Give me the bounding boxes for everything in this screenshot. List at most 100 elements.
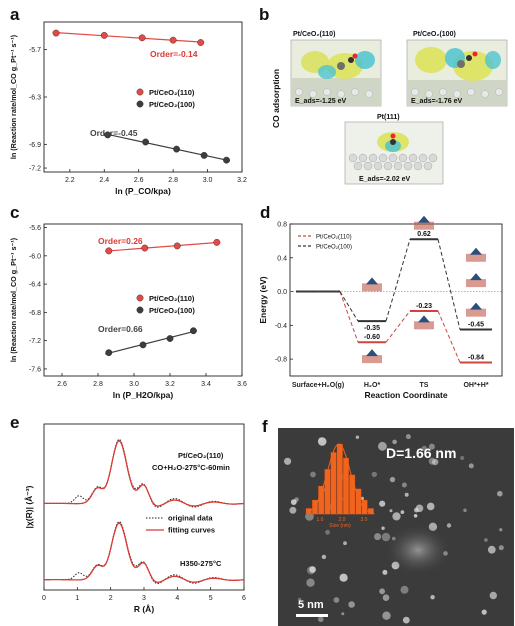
- pt-particle-spot: [360, 496, 364, 501]
- histogram-bar: [349, 474, 356, 515]
- original-data-curve-top: [44, 438, 245, 508]
- pt-cluster: [366, 349, 378, 357]
- pt-particle-spot: [430, 595, 435, 600]
- x-tick-label: 3.0: [129, 381, 139, 388]
- pt-particle-spot: [421, 445, 427, 452]
- structure-pt-ceo2-110: Pt/CeO₂(110) E_ads=-1.25 eV: [290, 31, 382, 107]
- histogram-bar: [336, 443, 343, 515]
- histogram-tick-label: 1.0: [317, 517, 324, 523]
- pt-particle-spot: [389, 476, 396, 483]
- surface-dot: [327, 290, 329, 293]
- pt-particle-spot: [343, 541, 347, 546]
- legend-marker: [136, 88, 144, 96]
- pt-particle-spot: [317, 437, 327, 446]
- x-axis-label: ln (P_H2O/kpa): [113, 390, 174, 400]
- y-tick-label: 0.0: [277, 289, 287, 296]
- histogram-bar: [343, 457, 349, 515]
- data-point: [169, 36, 177, 44]
- pt-particle-spot: [489, 591, 497, 600]
- pt-particle-spot: [404, 492, 409, 497]
- y-tick-label: -7.6: [29, 366, 41, 373]
- pt-particle-spot: [468, 463, 474, 469]
- surface-dot: [304, 290, 307, 293]
- pt-cluster: [366, 277, 378, 285]
- pt-particle-spot: [392, 439, 397, 445]
- structure-1-energy: E_ads=-1.25 eV: [295, 98, 347, 105]
- pt-particle-spot: [325, 529, 330, 535]
- pt-particle-spot: [428, 457, 436, 465]
- data-point: [139, 341, 147, 349]
- scale-bar-label: 5 nm: [298, 599, 324, 611]
- data-point: [141, 244, 149, 252]
- panel-b-structures: b CO adsorption Pt/CeO₂(110) E_ads=-1.25…: [259, 5, 508, 185]
- surface-dot: [310, 290, 313, 293]
- data-point: [52, 29, 60, 37]
- legend-label: Pt/CeO₂(100): [316, 245, 352, 251]
- data-point: [223, 156, 230, 164]
- y-tick-label: -6.9: [29, 142, 41, 149]
- y-tick-label: -7.2: [29, 166, 41, 173]
- legend-label: Pt/CeO₂(110): [149, 294, 195, 303]
- structure-pt-111: Pt(111) E_ads=-2.02 eV: [344, 114, 444, 185]
- adsorbate-cluster-icon: [466, 247, 486, 262]
- energy-connector: [339, 291, 359, 322]
- energy-connector: [437, 239, 461, 330]
- pt-particle-spot: [389, 509, 393, 513]
- pt-particle-spot: [460, 456, 465, 460]
- order-annotation: Order=-0.14: [150, 49, 198, 59]
- y-tick-label: -0.4: [275, 323, 287, 330]
- x-tick-label: 3.2: [237, 177, 247, 184]
- pt-particle-spot: [498, 545, 504, 551]
- panel-f: f 1.0 2.0 3.0 Size (nm) D=1.66 nm 5 nm: [258, 410, 515, 626]
- y-tick-label: -5.6: [29, 225, 41, 232]
- y-tick-label: -7.2: [29, 338, 41, 345]
- particle-size-label: D=1.66 nm: [386, 445, 456, 461]
- pt-particle-spot: [415, 504, 424, 513]
- structure-2-title: Pt/CeO₂(100): [413, 31, 456, 38]
- support-slab: [466, 308, 486, 317]
- size-histogram: 1.0 2.0 3.0 Size (nm): [305, 443, 375, 529]
- x-tick-label: 0: [42, 595, 46, 602]
- legend-label-original: original data: [168, 514, 213, 523]
- panel-a-chart: a 2.2 2.4 2.6 2.8 3.0 3.2 -5.7 -6.3 -6.9 -7.2 ln (…: [9, 5, 247, 196]
- data-point: [142, 138, 149, 146]
- bright-region: [384, 524, 452, 576]
- pt-cluster: [418, 315, 430, 323]
- x-tick-label: 2.8: [168, 177, 178, 184]
- adsorbate-cluster-icon: [362, 277, 382, 292]
- surface-dot: [318, 290, 321, 293]
- adsorbate-cluster-icon: [414, 215, 434, 230]
- fitting-curve-top: [44, 439, 245, 507]
- histogram-tick-label: 3.0: [361, 517, 368, 523]
- adsorbate-cluster-icon: [466, 302, 486, 317]
- fit-line: [104, 133, 231, 162]
- pt-particle-spot: [318, 616, 324, 623]
- pt-particle-spot: [487, 545, 496, 554]
- legend-marker: [136, 100, 144, 108]
- adsorbate-cluster-icon: [362, 349, 382, 364]
- pt-particle-spot: [339, 573, 348, 582]
- x-tick-label: 2.6: [134, 177, 144, 184]
- y-tick-label: -6.0: [29, 253, 41, 260]
- x-category-label: H₂O*: [364, 382, 381, 389]
- data-point: [105, 349, 113, 357]
- data-point: [138, 34, 146, 42]
- x-tick-label: 2.2: [65, 177, 75, 184]
- original-data-curve-bottom: [44, 520, 245, 585]
- x-tick-label: 3: [142, 595, 146, 602]
- legend-label: Pt/CeO₂(100): [149, 306, 195, 315]
- histogram-tick-label: 2.0: [339, 517, 346, 523]
- y-tick-label: -5.7: [29, 47, 41, 54]
- pt-particle-spot: [499, 528, 503, 532]
- x-tick-label: 2.6: [57, 381, 67, 388]
- pt-particle-spot: [371, 471, 377, 478]
- y-tick-label: -6.3: [29, 95, 41, 102]
- x-axis-label: R (Å): [134, 604, 154, 614]
- legend-label: Pt/CeO₂(100): [149, 100, 195, 109]
- histogram-bar: [330, 452, 337, 515]
- x-tick-label: 5: [209, 595, 213, 602]
- surface-dot: [335, 290, 338, 293]
- structure-3-energy: E_ads=-2.02 eV: [359, 176, 411, 183]
- x-category-label: TS: [420, 382, 429, 389]
- pt-particle-spot: [463, 508, 467, 513]
